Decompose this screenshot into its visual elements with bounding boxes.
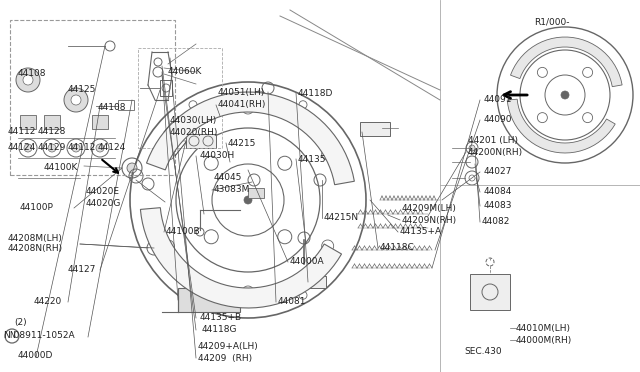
Text: N: N <box>9 331 15 340</box>
Circle shape <box>96 144 104 152</box>
Text: 44215N: 44215N <box>324 214 359 222</box>
Bar <box>470 274 510 310</box>
Text: 44125: 44125 <box>68 86 97 94</box>
Text: N 08911-1052A: N 08911-1052A <box>4 330 75 340</box>
Polygon shape <box>511 37 622 87</box>
Text: 44108: 44108 <box>98 103 127 112</box>
Text: 44209M(LH): 44209M(LH) <box>402 203 457 212</box>
Text: 44118D: 44118D <box>298 89 333 97</box>
Bar <box>92 115 108 129</box>
Circle shape <box>469 145 475 151</box>
Text: 44010M(LH): 44010M(LH) <box>516 324 571 333</box>
Text: 44030(LH): 44030(LH) <box>170 115 217 125</box>
Text: 44020(RH): 44020(RH) <box>170 128 218 137</box>
Text: 44000D: 44000D <box>18 350 53 359</box>
Circle shape <box>71 95 81 105</box>
Text: 44112: 44112 <box>8 128 36 137</box>
Text: 44060K: 44060K <box>168 67 202 77</box>
Bar <box>178 288 240 312</box>
Polygon shape <box>508 99 615 153</box>
Circle shape <box>244 196 252 204</box>
Text: 44082: 44082 <box>482 218 510 227</box>
Text: 44208M(LH): 44208M(LH) <box>8 234 63 243</box>
Text: 44118C: 44118C <box>380 244 415 253</box>
Bar <box>160 80 172 96</box>
Circle shape <box>23 75 33 85</box>
Text: 44100B: 44100B <box>166 228 200 237</box>
Circle shape <box>64 88 88 112</box>
Text: 44135: 44135 <box>298 154 326 164</box>
Text: 44100P: 44100P <box>20 203 54 212</box>
Text: 43083M: 43083M <box>214 186 250 195</box>
Text: 44051(LH): 44051(LH) <box>218 89 265 97</box>
Text: 44135+B: 44135+B <box>200 314 242 323</box>
Text: 44118G: 44118G <box>202 326 237 334</box>
Text: 44090: 44090 <box>484 115 513 125</box>
Text: 44084: 44084 <box>484 187 513 196</box>
Bar <box>44 115 60 129</box>
Text: 44135+A: 44135+A <box>400 228 442 237</box>
Circle shape <box>127 163 137 173</box>
Bar <box>20 115 36 129</box>
Text: 44209+A(LH): 44209+A(LH) <box>198 343 259 352</box>
Text: 44020G: 44020G <box>86 199 122 208</box>
Text: 44112: 44112 <box>68 144 97 153</box>
Text: 44000M(RH): 44000M(RH) <box>516 336 572 344</box>
Text: (2): (2) <box>14 318 27 327</box>
Text: 44030H: 44030H <box>200 151 236 160</box>
Text: 44209  (RH): 44209 (RH) <box>198 353 252 362</box>
Text: R1/000-: R1/000- <box>534 17 570 26</box>
Bar <box>10 20 175 175</box>
Bar <box>360 122 390 136</box>
Circle shape <box>561 91 569 99</box>
Text: 44108: 44108 <box>18 70 47 78</box>
Bar <box>248 188 264 198</box>
Text: 44100K: 44100K <box>44 164 78 173</box>
Text: 44200N(RH): 44200N(RH) <box>468 148 523 157</box>
Circle shape <box>72 144 80 152</box>
Text: 44209N(RH): 44209N(RH) <box>402 215 457 224</box>
Text: 44045: 44045 <box>214 173 243 183</box>
Bar <box>138 48 222 148</box>
Text: 44129: 44129 <box>38 144 67 153</box>
Text: 44208N(RH): 44208N(RH) <box>8 244 63 253</box>
Bar <box>186 134 216 148</box>
Polygon shape <box>140 208 342 308</box>
Text: 44041(RH): 44041(RH) <box>218 100 266 109</box>
Text: 44124: 44124 <box>8 144 36 153</box>
Text: 44128: 44128 <box>38 128 67 137</box>
Circle shape <box>24 144 32 152</box>
Text: 44083: 44083 <box>484 202 513 211</box>
Text: 44127: 44127 <box>68 266 97 275</box>
Text: 44201 (LH): 44201 (LH) <box>468 137 518 145</box>
Bar <box>118 100 134 110</box>
Text: 44081: 44081 <box>278 298 307 307</box>
Text: 44000A: 44000A <box>290 257 324 266</box>
Bar <box>302 276 326 288</box>
Text: 44020E: 44020E <box>86 187 120 196</box>
Text: 44027: 44027 <box>484 167 513 176</box>
Text: 44124: 44124 <box>98 144 126 153</box>
Circle shape <box>16 68 40 92</box>
Text: SEC.430: SEC.430 <box>464 347 502 356</box>
Text: 44220: 44220 <box>34 298 62 307</box>
Text: 44215: 44215 <box>228 138 257 148</box>
Polygon shape <box>147 92 355 185</box>
Circle shape <box>48 144 56 152</box>
Text: 44091: 44091 <box>484 96 513 105</box>
